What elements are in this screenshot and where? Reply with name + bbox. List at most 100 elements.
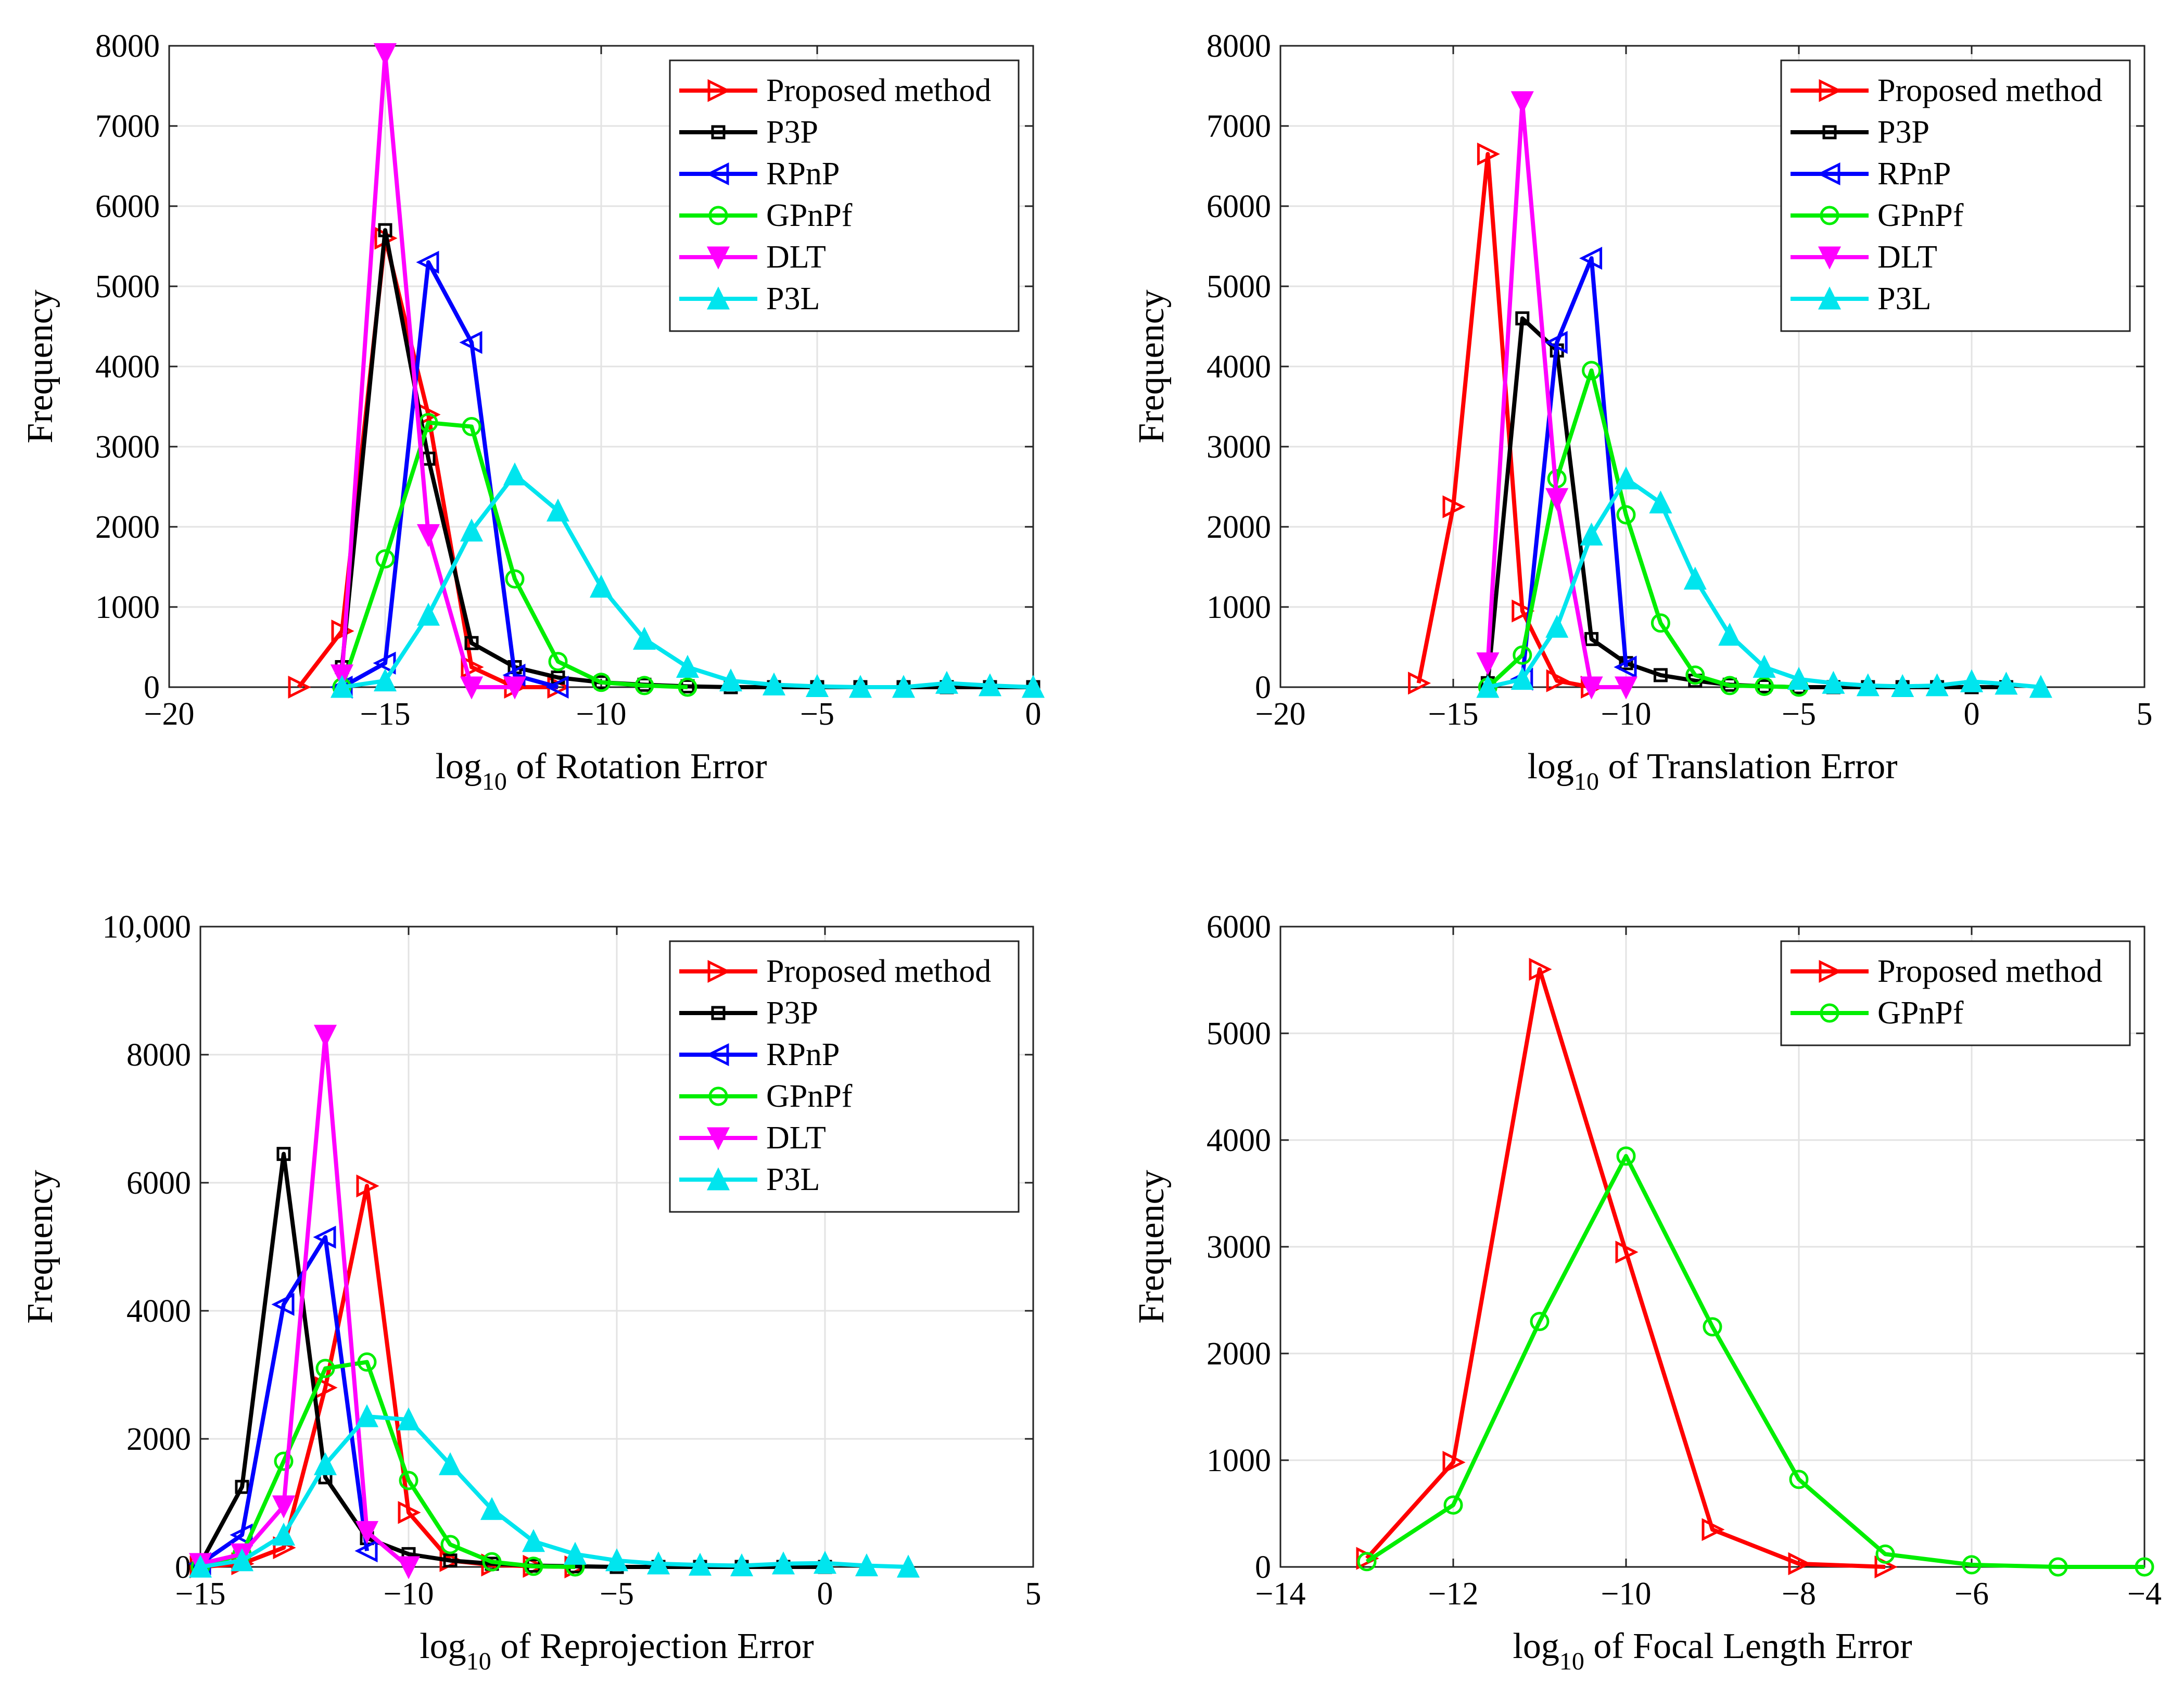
series-p3l — [188, 1404, 920, 1578]
y-tick-label: 8000 — [126, 1038, 191, 1073]
data-point — [399, 1471, 418, 1490]
data-point — [1510, 91, 1534, 115]
data-point — [375, 549, 395, 569]
legend-label: P3L — [766, 1162, 820, 1197]
legend: Proposed method P3P RPnP GPnPf DLT P3L — [1780, 59, 2131, 332]
chart-rotation: −20 −15 −10 −5 0 0 1000 2000 3000 4000 5000 6000 700… — [20, 29, 1045, 795]
data-point — [1788, 1552, 1811, 1575]
series-dlt — [188, 1024, 421, 1579]
data-point — [1616, 1146, 1636, 1166]
legend-box — [1780, 940, 2131, 1046]
x-axis-label-subscript: 10 — [466, 1648, 491, 1675]
data-point — [1546, 669, 1569, 692]
data-point — [1476, 652, 1500, 676]
x-tick-label: −6 — [1954, 1576, 1989, 1612]
data-point — [1510, 667, 1534, 690]
x-tick-label: −5 — [1782, 697, 1816, 732]
x-tick-label: −15 — [1428, 697, 1479, 732]
data-point — [416, 250, 439, 274]
x-axis-label-rest: of Reprojection Error — [491, 1626, 814, 1666]
y-tick-label: 2000 — [1207, 1336, 1271, 1372]
legend-marker — [708, 206, 728, 225]
legend-marker — [711, 125, 726, 140]
y-tick-label: 1000 — [1207, 1443, 1271, 1478]
x-axis-label-rest: of Translation Error — [1599, 747, 1898, 787]
y-axis-label: Frequency — [1132, 289, 1172, 443]
legend-item: RPnP — [679, 1037, 840, 1072]
data-point — [896, 1554, 920, 1578]
series-gpnpf — [1357, 1146, 2154, 1577]
data-point — [482, 1552, 502, 1572]
data-point — [503, 676, 527, 700]
legend-marker — [706, 286, 730, 310]
data-point — [1995, 672, 2018, 695]
data-point — [563, 1541, 587, 1565]
data-point — [272, 1522, 296, 1546]
x-tick-label: −15 — [360, 697, 411, 732]
data-point — [416, 524, 440, 547]
series-p3l — [1476, 466, 2052, 698]
legend-marker — [706, 162, 729, 186]
legend-label: P3L — [766, 281, 820, 317]
data-point — [1720, 676, 1740, 695]
y-tick-label: 5000 — [95, 269, 160, 305]
data-point — [1442, 1451, 1466, 1474]
data-point — [188, 1554, 212, 1578]
y-tick-label: 5000 — [1207, 1016, 1271, 1052]
data-point — [235, 1479, 249, 1494]
x-tick-label: −15 — [175, 1576, 226, 1612]
x-tick-label: −10 — [576, 697, 627, 732]
y-tick-label: 3000 — [1207, 1230, 1271, 1265]
data-point — [276, 1147, 291, 1161]
legend-box — [669, 59, 1020, 332]
data-point — [1685, 665, 1705, 685]
y-axis-label: Frequency — [20, 289, 60, 443]
data-point — [646, 1551, 670, 1575]
data-point — [1925, 673, 1949, 697]
data-point — [719, 668, 743, 692]
data-point — [1544, 331, 1568, 354]
series-line — [200, 1414, 909, 1569]
legend-marker — [711, 1006, 726, 1020]
data-point — [2135, 1557, 2154, 1577]
data-point — [1614, 676, 1638, 700]
data-point — [676, 654, 700, 678]
data-point — [1614, 466, 1638, 490]
data-point — [274, 1451, 294, 1471]
data-point — [1703, 1317, 1722, 1337]
x-tick-label: −4 — [2127, 1576, 2162, 1612]
y-tick-label: 4000 — [1207, 349, 1271, 385]
data-point — [1787, 667, 1811, 690]
data-point — [1580, 676, 1603, 700]
data-point — [288, 675, 311, 699]
y-tick-label: 1000 — [95, 590, 160, 625]
legend-box — [1780, 59, 2131, 332]
legend-label: P3L — [1877, 281, 1931, 317]
series-dlt — [1476, 91, 1638, 700]
legend-item: Proposed method — [1791, 954, 2102, 989]
legend-item: Proposed method — [1791, 73, 2102, 108]
legend-marker — [1817, 162, 1840, 186]
data-point — [1649, 490, 1672, 514]
series-line — [1365, 967, 1886, 1569]
data-point — [438, 1452, 462, 1475]
series-line — [1365, 1154, 2144, 1569]
data-point — [1755, 676, 1774, 696]
x-axis-label: log10 of Focal Length Error — [1513, 1626, 1912, 1675]
legend-item: DLT — [679, 239, 826, 275]
legend-item: Proposed method — [679, 73, 991, 108]
y-tick-label: 6000 — [1207, 189, 1271, 224]
series-p3l — [330, 462, 1045, 698]
x-axis-label: log10 of Reprojection Error — [420, 1626, 814, 1675]
legend-marker — [707, 959, 731, 983]
data-point — [354, 1539, 378, 1563]
data-point — [480, 1497, 504, 1520]
data-point — [805, 674, 829, 697]
y-tick-label: 6000 — [126, 1166, 191, 1201]
data-point — [1683, 566, 1707, 590]
data-point — [330, 675, 354, 698]
data-point — [398, 1501, 421, 1524]
data-point — [1477, 142, 1500, 166]
x-tick-label: −5 — [800, 697, 834, 732]
y-tick-label: 5000 — [1207, 269, 1271, 305]
